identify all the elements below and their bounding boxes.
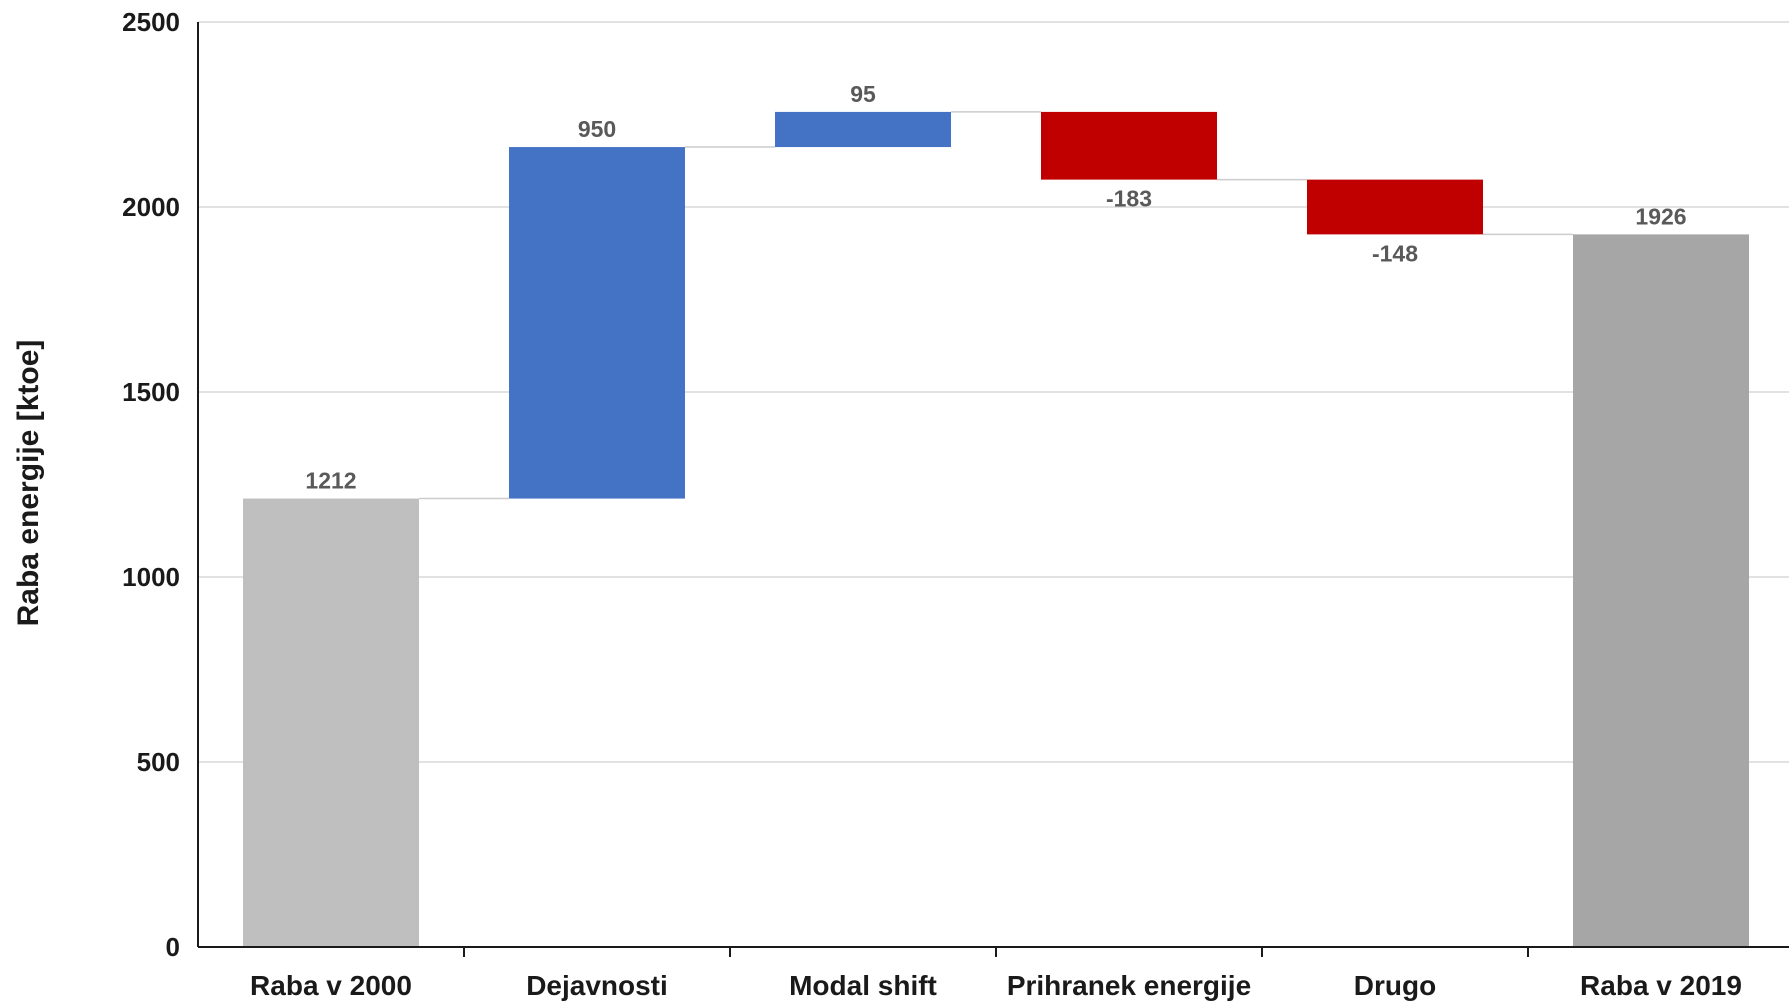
axes (197, 22, 1789, 957)
gridlines (198, 21, 1789, 763)
y-tick-label: 1500 (122, 377, 180, 407)
labels: 0 500 1000 1500 2000 2500 1212 Raba v 2000 950 De… (122, 7, 1742, 1001)
bar-dejavnosti (509, 147, 685, 499)
y-tick-label: 1000 (122, 562, 180, 592)
x-category-label: Prihranek energije (1007, 970, 1251, 1001)
data-label: 95 (850, 81, 876, 107)
data-label: 1926 (1635, 203, 1686, 229)
y-tick-label: 0 (166, 932, 180, 962)
y-tick-label: 500 (137, 747, 180, 777)
bar-drugo (1307, 179, 1483, 235)
y-tick-label: 2000 (122, 192, 180, 222)
data-label: 950 (578, 116, 616, 142)
connectors (419, 111, 1573, 500)
x-category-label: Drugo (1354, 970, 1436, 1001)
bar-raba-v-2000 (243, 498, 419, 947)
y-tick-label: 2500 (122, 7, 180, 37)
bar-modal-shift (775, 111, 951, 148)
x-category-label: Raba v 2019 (1580, 970, 1742, 1001)
bar-prihranek-energije (1041, 111, 1217, 180)
x-category-label: Dejavnosti (526, 970, 668, 1001)
x-category-label: Raba v 2000 (250, 970, 412, 1001)
data-label: 1212 (305, 468, 356, 494)
bars (243, 111, 1749, 947)
data-label: -183 (1106, 186, 1152, 212)
y-axis-title: Raba energije [ktoe] (12, 340, 45, 627)
x-category-label: Modal shift (789, 970, 937, 1001)
bar-raba-v-2019 (1573, 234, 1749, 947)
data-label: -148 (1372, 240, 1418, 266)
